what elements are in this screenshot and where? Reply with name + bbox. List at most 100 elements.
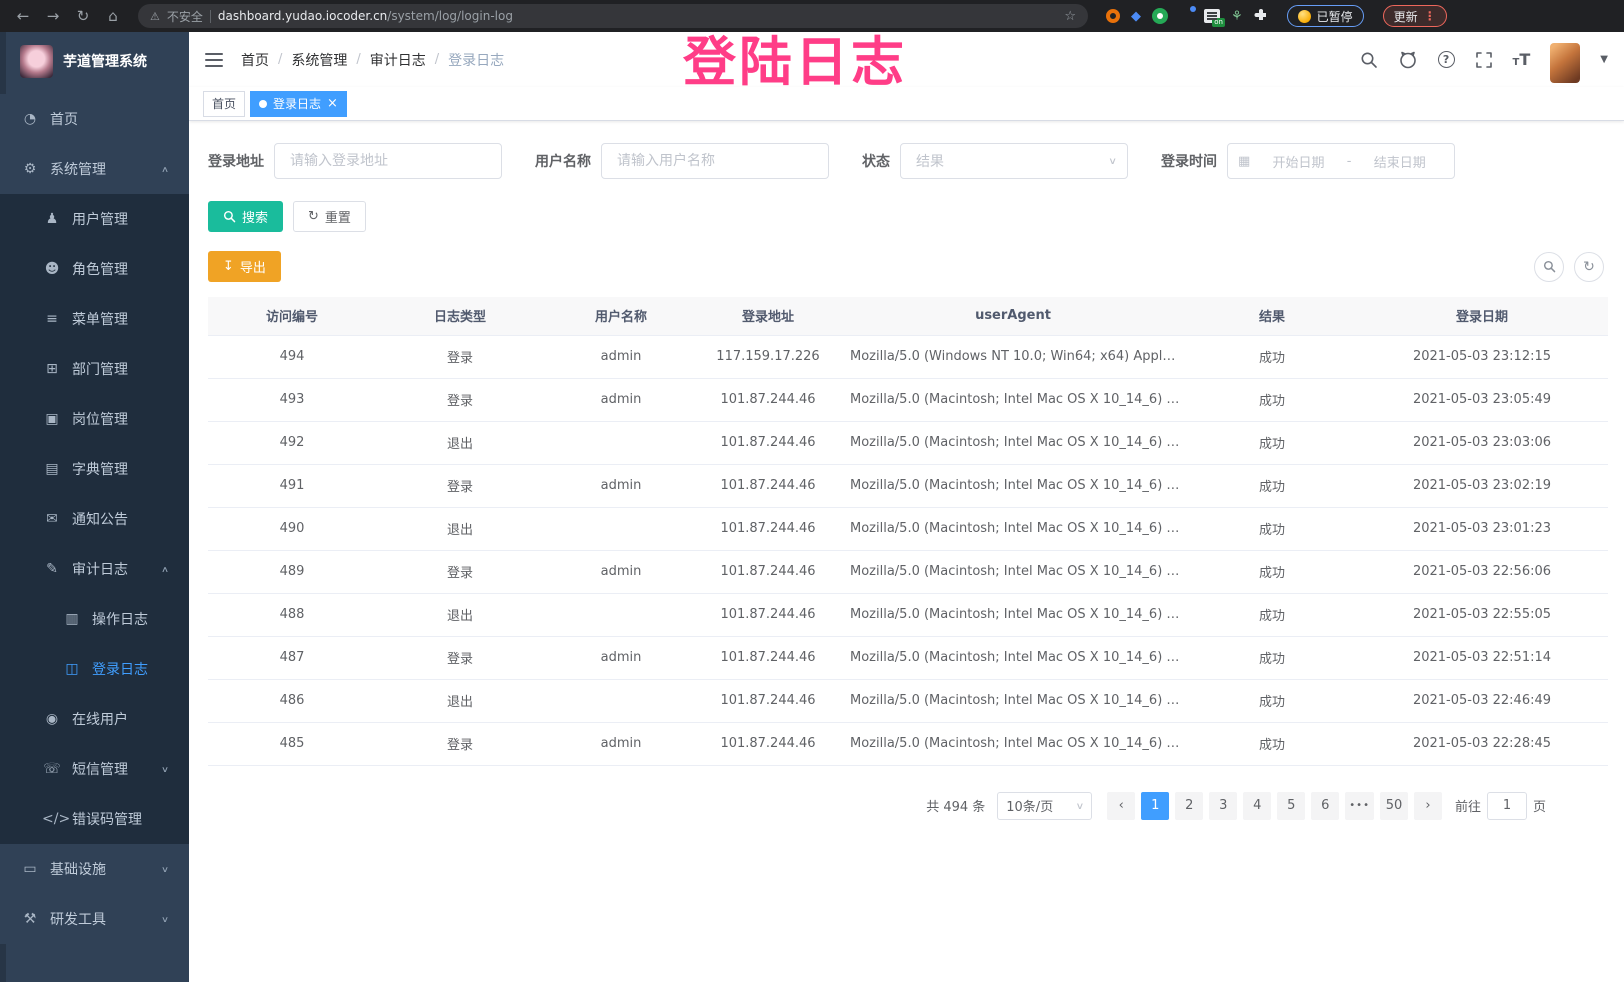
reload-icon[interactable]: ↻ [76, 7, 90, 25]
page-button[interactable]: 3 [1209, 791, 1238, 820]
table-cell: 登录 [376, 378, 544, 422]
page-button[interactable]: 1 [1141, 791, 1170, 820]
page-button[interactable]: 2 [1175, 791, 1204, 820]
start-date-placeholder[interactable]: 开始日期 [1272, 155, 1325, 171]
table-cell: 2021-05-03 23:01:23 [1356, 507, 1608, 551]
pager-ellipsis[interactable]: ••• [1345, 791, 1374, 820]
page-button[interactable]: 50 [1379, 791, 1408, 820]
username-label: 用户名称 [535, 154, 591, 170]
breadcrumb-item[interactable]: 系统管理 [291, 52, 348, 69]
sidebar-item[interactable]: ✎ 审计日志 ∧ [0, 544, 189, 594]
sidebar-item[interactable]: ♟ 用户管理 [0, 194, 189, 244]
close-icon[interactable]: × [327, 96, 338, 111]
sidebar-item[interactable]: ⊞ 部门管理 [0, 344, 189, 394]
breadcrumb-item[interactable]: 审计日志 [369, 52, 426, 69]
refresh-table-button[interactable]: ↻ [1574, 251, 1604, 282]
breadcrumb-item[interactable]: 首页 [241, 52, 269, 69]
table-cell: 登录 [376, 464, 544, 508]
update-browser-button[interactable]: 更新 ⋮ [1382, 5, 1447, 27]
sidebar-item[interactable]: ⚒ 研发工具 ∨ [0, 894, 189, 944]
table-row[interactable]: 494 登录 admin 117.159.17.226 Mozilla/5.0 (Win… [208, 334, 1608, 379]
menu-tree-icon: ≡ [46, 311, 58, 327]
extension-orange-icon[interactable] [1106, 9, 1120, 23]
sidebar-item[interactable]: ▭ 基础设施 ∨ [0, 844, 189, 894]
chevron-down-icon[interactable]: ▼ [1600, 54, 1608, 65]
next-page-button[interactable]: › [1413, 791, 1442, 820]
address-bar[interactable]: ⚠ 不安全 dashboard.yudao.iocoder.cn/system/… [138, 4, 1088, 28]
prev-page-button[interactable]: ‹ [1107, 791, 1136, 820]
extension-green-icon[interactable] [1152, 8, 1168, 24]
extension-grid-icon[interactable] [1179, 6, 1196, 23]
reset-button[interactable]: ↻ 重置 [293, 201, 366, 232]
table-cell: 101.87.244.46 [698, 378, 838, 422]
login-address-input[interactable] [274, 143, 502, 179]
browser-menu-icon[interactable]: ⋮ [1423, 9, 1436, 23]
table-cell: 117.159.17.226 [698, 334, 838, 379]
end-date-placeholder[interactable]: 结束日期 [1373, 155, 1426, 171]
table-row[interactable]: 492 退出 101.87.244.46 Mozilla/5.0 (Macintosh… [208, 421, 1608, 465]
tag[interactable]: 首页 [203, 90, 246, 117]
table-cell: 485 [208, 722, 376, 766]
breadcrumb: 首页 / 系统管理 / 审计日志 / 登录日志 [241, 50, 504, 70]
export-button[interactable]: ↧ 导出 [208, 251, 281, 282]
dict-icon: ▤ [45, 461, 59, 477]
toggle-search-button[interactable] [1534, 251, 1564, 282]
table-cell: 登录 [376, 550, 544, 594]
home-icon[interactable]: ⌂ [108, 7, 118, 25]
goto-page-input[interactable] [1486, 791, 1527, 820]
sidebar-item[interactable]: ▣ 岗位管理 [0, 394, 189, 444]
table-cell: 成功 [1188, 378, 1356, 422]
sidebar-item[interactable]: ◔ 首页 [0, 94, 189, 144]
sidebar-item[interactable]: ◫ 登录日志 [0, 644, 189, 694]
table-row[interactable]: 491 登录 admin 101.87.244.46 Mozilla/5.0 (Maci… [208, 464, 1608, 508]
docs-help-icon[interactable]: ? [1437, 51, 1455, 68]
page-button[interactable]: 5 [1277, 791, 1306, 820]
date-separator: - [1346, 153, 1352, 169]
page-size-select[interactable]: 10条/页 ∨ [997, 791, 1093, 820]
sidebar-item[interactable]: ▤ 字典管理 [0, 444, 189, 494]
sidebar-item[interactable]: ≡ 菜单管理 [0, 294, 189, 344]
extension-list-icon[interactable]: on [1204, 9, 1225, 27]
tag[interactable]: 登录日志 × [250, 90, 347, 117]
search-icon[interactable] [1360, 51, 1378, 69]
table-row[interactable]: 487 登录 admin 101.87.244.46 Mozilla/5.0 (Maci… [208, 636, 1608, 680]
sidebar-item[interactable]: ▥ 操作日志 [0, 594, 189, 644]
forward-icon[interactable]: → [46, 7, 60, 25]
table-row[interactable]: 488 退出 101.87.244.46 Mozilla/5.0 (Macintosh… [208, 593, 1608, 637]
table-cell: 成功 [1188, 679, 1356, 723]
paused-extension-badge[interactable]: 已暂停 [1286, 5, 1364, 27]
github-icon[interactable] [1398, 50, 1418, 70]
fullscreen-icon[interactable] [1475, 51, 1493, 69]
table-cell [544, 593, 698, 637]
sidebar-item[interactable]: ✉ 通知公告 [0, 494, 189, 544]
page-button[interactable]: 4 [1243, 791, 1272, 820]
extension-sprout-icon[interactable]: ⚘ [1231, 8, 1243, 24]
username-input[interactable] [601, 143, 829, 179]
date-range-picker[interactable]: ▦ 开始日期 - 结束日期 [1227, 143, 1455, 179]
search-button[interactable]: 搜索 [208, 201, 284, 232]
sidebar-item[interactable]: ⚙ 系统管理 ∧ [0, 144, 189, 194]
sidebar-item[interactable]: ◉ 在线用户 [0, 694, 189, 744]
extensions-puzzle-icon[interactable] [1254, 9, 1268, 23]
sidebar-item[interactable]: </> 错误码管理 [0, 794, 189, 844]
table-row[interactable]: 489 登录 admin 101.87.244.46 Mozilla/5.0 (Maci… [208, 550, 1608, 594]
table-cell: admin [544, 334, 698, 379]
sidebar-item[interactable]: ☏ 短信管理 ∨ [0, 744, 189, 794]
table-row[interactable]: 493 登录 admin 101.87.244.46 Mozilla/5.0 (Maci… [208, 378, 1608, 422]
status-select[interactable]: 结果 ∨ [900, 143, 1128, 179]
sidebar-item[interactable]: ☻ 角色管理 [0, 244, 189, 294]
table-cell: 101.87.244.46 [698, 679, 838, 723]
table-row[interactable]: 490 退出 101.87.244.46 Mozilla/5.0 (Macintosh… [208, 507, 1608, 551]
extension-diamond-icon[interactable]: ◆ [1131, 8, 1141, 24]
table-row[interactable]: 485 登录 admin 101.87.244.46 Mozilla/5.0 (Maci… [208, 722, 1608, 766]
table-row[interactable]: 486 退出 101.87.244.46 Mozilla/5.0 (Macintosh… [208, 679, 1608, 723]
back-icon[interactable]: ← [16, 7, 30, 25]
login-log-table: 访问编号 日志类型 用户名称 登录地址 userAgent 结果 登录日期 494 登录 adm… [208, 297, 1608, 766]
download-icon: ↧ [223, 259, 234, 274]
avatar[interactable] [1550, 42, 1581, 83]
bookmark-star-icon[interactable]: ☆ [1064, 8, 1076, 24]
column-header: 日志类型 [376, 297, 544, 335]
page-button[interactable]: 6 [1311, 791, 1340, 820]
hamburger-icon[interactable] [205, 52, 223, 67]
font-size-icon[interactable]: TT [1512, 50, 1531, 69]
